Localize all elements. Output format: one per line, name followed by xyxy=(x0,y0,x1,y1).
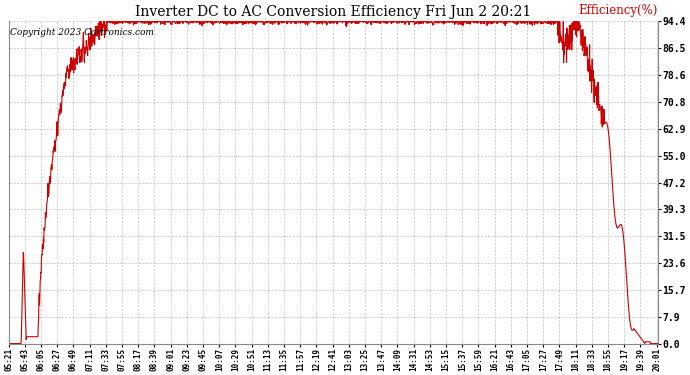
Text: Copyright 2023 Cartronics.com: Copyright 2023 Cartronics.com xyxy=(10,28,154,37)
Title: Inverter DC to AC Conversion Efficiency Fri Jun 2 20:21: Inverter DC to AC Conversion Efficiency … xyxy=(135,5,531,19)
Text: Efficiency(%): Efficiency(%) xyxy=(579,4,658,16)
